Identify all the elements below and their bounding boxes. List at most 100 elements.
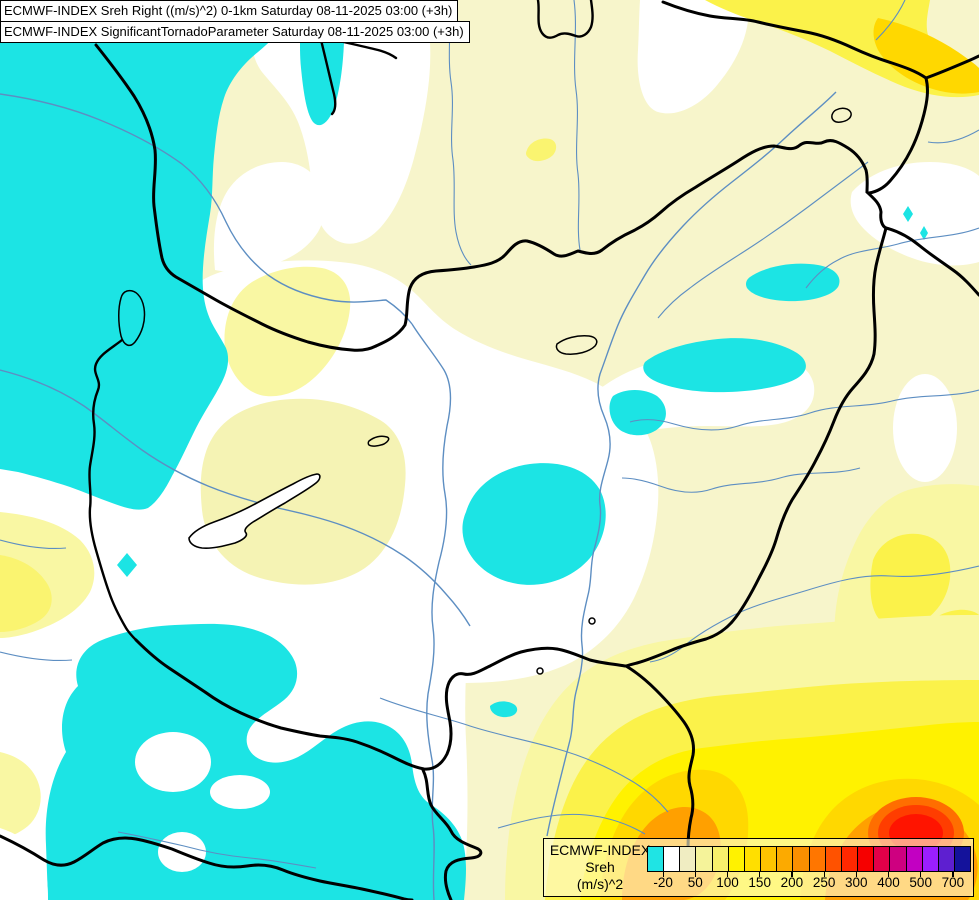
legend-cell-13: [858, 847, 875, 871]
cyan-patch-east: [609, 390, 666, 436]
river-nw: [0, 93, 413, 325]
cyan-northwest-mass: [0, 0, 298, 510]
white-hole-3: [210, 775, 270, 809]
legend-tick-label--20: -20: [653, 875, 673, 890]
legend-cell-0: [648, 847, 665, 871]
border-ua-ro: [884, 226, 979, 297]
header: ECMWF-INDEX Sreh Right ((m/s)^2) 0-1km S…: [0, 0, 470, 43]
lake-velence-outline: [367, 435, 390, 447]
river-ne-squiggle: [805, 227, 979, 289]
river-south-2: [497, 813, 646, 835]
border-south: [134, 638, 627, 771]
cyan-regions: [0, 0, 928, 900]
legend-ticks: -20 50 100 150 200 250 300 400 500 700: [544, 839, 973, 896]
legend-tick-250: [823, 871, 825, 877]
border-north-slovakia: [374, 139, 869, 348]
cyan-southwest-mass: [45, 623, 467, 900]
river-tr-2: [927, 129, 979, 144]
border-frag-b: [319, 38, 337, 116]
lake-ne-small-outline: [831, 107, 852, 123]
border-top-snake: [536, 0, 594, 39]
legend-cell-16: [906, 847, 923, 871]
border-hu-ro: [624, 226, 888, 668]
border-sava: [0, 834, 414, 900]
legend-cell-2: [680, 847, 697, 871]
river-tr-1: [875, 0, 906, 41]
border-ne-down: [867, 76, 929, 195]
patch-top-right-core: [873, 18, 979, 94]
cyan-diamond-1: [903, 206, 913, 222]
white-nw-strip: [213, 162, 326, 272]
legend-cell-11: [825, 847, 842, 871]
cyan-top-finger: [300, 42, 344, 126]
border-austria: [94, 43, 378, 352]
legend-title-line-2: Sreh: [585, 859, 615, 875]
lakes: [118, 107, 852, 675]
legend-cell-15: [890, 847, 907, 871]
legend-tick-400: [888, 871, 890, 877]
legend-tick-label-150: 150: [748, 875, 771, 890]
border-slovenia: [88, 338, 138, 642]
river-tisza: [546, 91, 837, 837]
legend-tick-200: [791, 871, 793, 877]
border-ne-east: [924, 54, 979, 80]
legend-tick-label-300: 300: [845, 875, 868, 890]
river-south-center: [379, 697, 669, 813]
legend-cell-19: [954, 847, 971, 871]
legend-tick-label-400: 400: [877, 875, 900, 890]
legend-title-line-1: ECMWF-INDEX: [549, 842, 651, 858]
river-vah: [447, 0, 472, 266]
cyan-diamond-2: [920, 226, 928, 240]
legend-tick-label-50: 50: [687, 875, 703, 890]
lake-balaton-outline: [188, 473, 321, 549]
patch-left-edge-core: [0, 555, 52, 632]
legend-tick-150: [759, 871, 761, 877]
legend-tick-300: [855, 871, 858, 877]
cyan-diamond-3: [117, 553, 137, 577]
lake-tiny-1: [588, 617, 596, 625]
lake-tiny-2: [536, 667, 544, 675]
header-line-1: ECMWF-INDEX Sreh Right ((m/s)^2) 0-1km S…: [0, 0, 459, 22]
patch-nw: [224, 266, 351, 397]
legend-cell-4: [712, 847, 729, 871]
legend-cell-14: [874, 847, 891, 871]
lake-neusiedl-outline: [118, 289, 146, 347]
border-east-junction: [865, 190, 888, 230]
legend-cell-10: [809, 847, 826, 871]
river-sw-2: [0, 651, 73, 662]
legend-tick-label-500: 500: [909, 875, 932, 890]
cyan-center-blob: [462, 463, 606, 585]
white-top-band: [252, 42, 431, 244]
legend-tick--20: [662, 871, 664, 877]
legend-tick-label-250: 250: [812, 875, 836, 890]
legend-cell-17: [922, 847, 939, 871]
legend-cell-1: [664, 847, 681, 871]
river-bodrog: [657, 161, 869, 319]
river-danube: [411, 323, 452, 900]
border-ne-top: [661, 0, 928, 80]
cyan-tisza-band: [643, 338, 806, 393]
patch-right-mid-core: [870, 533, 951, 629]
cyan-small-south: [490, 701, 518, 718]
legend-tick-500: [920, 871, 922, 877]
legend-cell-9: [793, 847, 810, 871]
legend-title-line-3: (m/s)^2: [576, 876, 624, 892]
legend-cell-7: [761, 847, 778, 871]
legend-tick-700: [952, 871, 954, 877]
patch-small-spot: [526, 138, 557, 162]
legend-cell-6: [744, 847, 762, 871]
lake-tisza-outline: [555, 335, 598, 355]
legend-tick-label-100: 100: [716, 875, 739, 890]
river-koros-1: [629, 389, 979, 431]
legend-tick-50: [694, 871, 697, 877]
legend-cell-12: [841, 847, 859, 871]
legend-tick-label-200: 200: [780, 875, 804, 890]
legend-tick-label-700: 700: [941, 875, 965, 890]
legend-tick-100: [727, 871, 729, 877]
cyan-patch-northeast: [746, 263, 840, 302]
legend-title: ECMWF-INDEX Sreh (m/s)^2: [548, 842, 652, 893]
river-hron: [573, 0, 581, 251]
white-top-right-corner: [637, 0, 749, 114]
river-sw-1: [0, 539, 67, 550]
